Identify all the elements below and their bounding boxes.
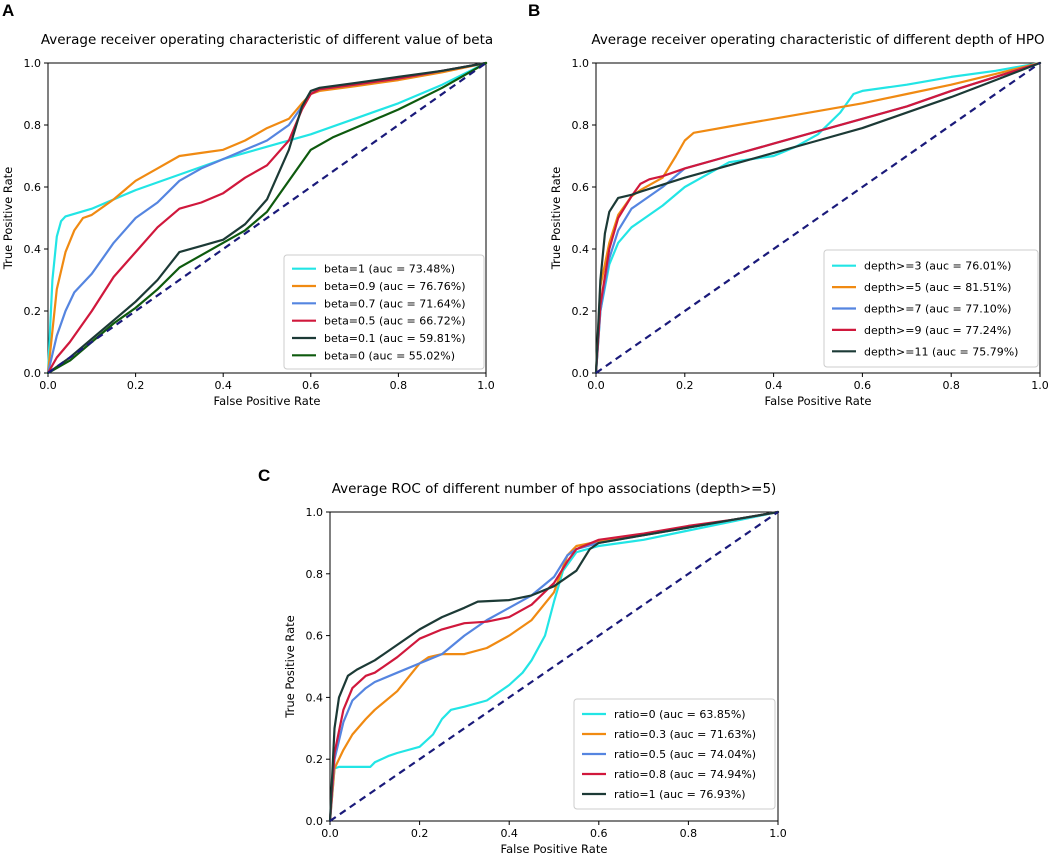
x-tick-label: 0.8 — [942, 379, 960, 392]
x-tick-label: 0.8 — [680, 827, 698, 840]
legend-entry: ratio=1 (auc = 76.93%) — [614, 788, 746, 801]
x-tick-label: 0.6 — [302, 379, 320, 392]
y-tick-label: 0.0 — [306, 815, 324, 828]
y-tick-label: 1.0 — [306, 506, 324, 519]
plot-frame — [47, 62, 487, 374]
legend-box — [283, 254, 485, 370]
x-tick-label: 0.0 — [321, 827, 339, 840]
x-axis-label: False Positive Rate — [765, 394, 872, 408]
legend-entry: depth>=5 (auc = 81.51%) — [864, 281, 1011, 294]
y-tick-label: 0.2 — [306, 753, 324, 766]
x-tick-label: 1.0 — [477, 379, 495, 392]
y-tick-label: 0.4 — [306, 691, 324, 704]
series-line-5 — [328, 510, 780, 823]
panel-label-a: A — [2, 1, 14, 20]
legend: depth>=3 (auc = 76.01%) depth>=5 (auc = 8… — [823, 249, 1039, 368]
series-line-6 — [46, 61, 488, 375]
y-tick-label: 0.4 — [24, 243, 42, 256]
x-tick-label: 0.6 — [590, 827, 608, 840]
series-line-5 — [594, 61, 1042, 375]
panel-label-c: C — [258, 466, 270, 485]
chart-title: Average ROC of different number of hpo a… — [332, 481, 777, 497]
legend-box — [573, 698, 776, 810]
y-tick-label: 0.8 — [572, 119, 590, 132]
x-tick-label: 0.4 — [765, 379, 783, 392]
y-tick-label: 0.8 — [24, 119, 42, 132]
series-line-5 — [46, 61, 488, 375]
x-tick-label: 1.0 — [769, 827, 787, 840]
panel-label-b: B — [528, 1, 540, 20]
x-axis-label: False Positive Rate — [501, 842, 608, 856]
legend-entry: depth>=9 (auc = 77.24%) — [864, 324, 1011, 337]
legend-entry: beta=1 (auc = 73.48%) — [324, 263, 455, 276]
y-axis-label: True Positive Rate — [549, 167, 563, 270]
series-line-4 — [594, 61, 1042, 375]
legend-entry: ratio=0.8 (auc = 74.94%) — [614, 768, 756, 781]
x-tick-label: 0.0 — [39, 379, 57, 392]
y-tick-label: 0.2 — [24, 305, 42, 318]
legend-entry: beta=0.9 (auc = 76.76%) — [324, 280, 466, 293]
y-tick-label: 1.0 — [572, 57, 590, 70]
y-tick-label: 0.2 — [572, 305, 590, 318]
legend-entry: depth>=11 (auc = 75.79%) — [864, 345, 1018, 358]
legend: beta=1 (auc = 73.48%) beta=0.9 (auc = 76.… — [283, 254, 485, 370]
x-tick-label: 0.2 — [411, 827, 429, 840]
legend-entry: ratio=0.3 (auc = 71.63%) — [614, 728, 756, 741]
series-line-2 — [46, 61, 488, 375]
legend-entry: ratio=0.5 (auc = 74.04%) — [614, 748, 756, 761]
y-axis-label: True Positive Rate — [283, 615, 297, 718]
legend-entry: depth>=7 (auc = 77.10%) — [864, 303, 1011, 316]
series-line-1 — [46, 61, 488, 375]
x-tick-label: 0.2 — [676, 379, 694, 392]
series-line-1 — [328, 510, 780, 823]
legend-entry: beta=0 (auc = 55.02%) — [324, 349, 455, 362]
x-tick-label: 1.0 — [1031, 379, 1049, 392]
y-tick-label: 0.0 — [24, 367, 42, 380]
y-tick-label: 0.6 — [572, 181, 590, 194]
y-tick-label: 1.0 — [24, 57, 42, 70]
legend: ratio=0 (auc = 63.85%) ratio=0.3 (auc = 7… — [573, 698, 776, 810]
chart-title: Average receiver operating characteristi… — [41, 32, 493, 48]
x-tick-label: 0.2 — [127, 379, 145, 392]
y-tick-label: 0.4 — [572, 243, 590, 256]
chance-diagonal — [47, 62, 487, 374]
y-tick-label: 0.8 — [306, 568, 324, 581]
series-line-4 — [46, 61, 488, 375]
chart-title: Average receiver operating characteristi… — [591, 32, 1044, 48]
x-tick-label: 0.0 — [587, 379, 605, 392]
y-tick-label: 0.0 — [572, 367, 590, 380]
x-tick-label: 0.4 — [500, 827, 518, 840]
x-tick-label: 0.8 — [390, 379, 408, 392]
series-line-4 — [328, 510, 780, 823]
panel-c: Average ROC of different number of hpo a… — [283, 481, 787, 856]
chance-diagonal — [329, 511, 779, 822]
panel-a: Average receiver operating characteristi… — [1, 32, 495, 408]
y-tick-label: 0.6 — [24, 181, 42, 194]
legend-box — [823, 249, 1039, 368]
chance-diagonal — [595, 62, 1041, 374]
panel-b: Average receiver operating characteristi… — [549, 32, 1049, 408]
plot-frame — [329, 511, 779, 822]
x-axis-label: False Positive Rate — [214, 394, 321, 408]
legend-entry: depth>=3 (auc = 76.01%) — [864, 260, 1011, 273]
x-tick-label: 0.4 — [214, 379, 232, 392]
legend-entry: beta=0.7 (auc = 71.64%) — [324, 297, 466, 310]
legend-entry: beta=0.5 (auc = 66.72%) — [324, 315, 466, 328]
legend-entry: beta=0.1 (auc = 59.81%) — [324, 332, 466, 345]
x-tick-label: 0.6 — [854, 379, 872, 392]
plot-frame — [595, 62, 1041, 374]
y-axis-label: True Positive Rate — [1, 167, 15, 270]
legend-entry: ratio=0 (auc = 63.85%) — [614, 708, 746, 721]
y-tick-label: 0.6 — [306, 630, 324, 643]
